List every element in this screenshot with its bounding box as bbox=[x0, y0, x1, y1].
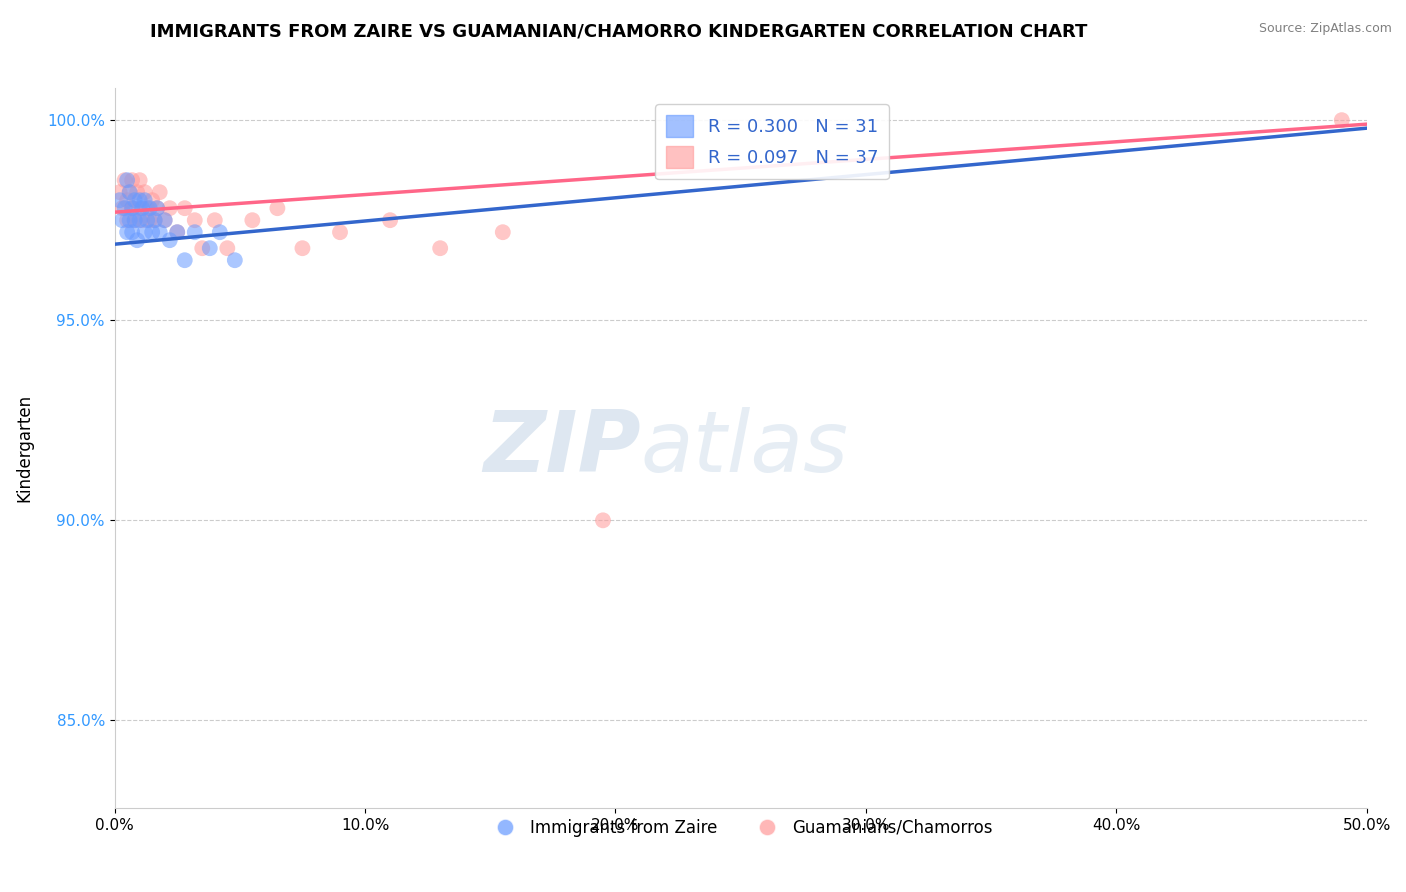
Point bbox=[166, 225, 188, 239]
Point bbox=[153, 213, 176, 227]
Point bbox=[127, 185, 149, 199]
Point bbox=[136, 201, 159, 215]
Point bbox=[146, 201, 169, 215]
Text: ZIP: ZIP bbox=[482, 407, 641, 490]
Point bbox=[184, 225, 207, 239]
Point bbox=[131, 213, 153, 227]
Point bbox=[143, 213, 166, 227]
Point bbox=[131, 201, 153, 215]
Point bbox=[114, 173, 136, 187]
Point bbox=[121, 201, 143, 215]
Point bbox=[115, 213, 138, 227]
Point bbox=[136, 213, 159, 227]
Point bbox=[134, 185, 156, 199]
Point bbox=[128, 213, 150, 227]
Point bbox=[329, 225, 352, 239]
Point bbox=[128, 201, 150, 215]
Point bbox=[108, 185, 131, 199]
Point bbox=[115, 173, 138, 187]
Point bbox=[138, 213, 160, 227]
Point bbox=[208, 225, 231, 239]
Point bbox=[127, 233, 149, 247]
Point bbox=[124, 193, 146, 207]
Point bbox=[121, 173, 143, 187]
Point bbox=[291, 241, 314, 255]
Point bbox=[217, 241, 239, 255]
Legend: Immigrants from Zaire, Guamanians/Chamorros: Immigrants from Zaire, Guamanians/Chamor… bbox=[482, 812, 1000, 843]
Point bbox=[111, 201, 134, 215]
Point bbox=[224, 253, 246, 268]
Text: atlas: atlas bbox=[641, 407, 849, 490]
Point bbox=[134, 193, 156, 207]
Point bbox=[118, 185, 141, 199]
Point bbox=[492, 225, 515, 239]
Point bbox=[173, 253, 195, 268]
Point bbox=[143, 213, 166, 227]
Point bbox=[111, 213, 134, 227]
Point bbox=[124, 213, 146, 227]
Point bbox=[118, 213, 141, 227]
Point bbox=[240, 213, 263, 227]
Point bbox=[159, 201, 181, 215]
Point bbox=[128, 173, 150, 187]
Point bbox=[184, 213, 207, 227]
Point bbox=[173, 201, 195, 215]
Text: IMMIGRANTS FROM ZAIRE VS GUAMANIAN/CHAMORRO KINDERGARTEN CORRELATION CHART: IMMIGRANTS FROM ZAIRE VS GUAMANIAN/CHAMO… bbox=[150, 22, 1087, 40]
Point bbox=[128, 193, 150, 207]
Point bbox=[115, 225, 138, 239]
Point bbox=[149, 185, 172, 199]
Point bbox=[204, 213, 226, 227]
Point bbox=[191, 241, 214, 255]
Point bbox=[121, 225, 143, 239]
Point bbox=[149, 225, 172, 239]
Point bbox=[198, 241, 221, 255]
Point bbox=[146, 201, 169, 215]
Point bbox=[153, 213, 176, 227]
Point bbox=[378, 213, 401, 227]
Point bbox=[114, 201, 136, 215]
Point bbox=[118, 185, 141, 199]
Point bbox=[1330, 113, 1353, 128]
Y-axis label: Kindergarten: Kindergarten bbox=[15, 394, 32, 502]
Text: Source: ZipAtlas.com: Source: ZipAtlas.com bbox=[1258, 22, 1392, 36]
Point bbox=[166, 225, 188, 239]
Point bbox=[141, 193, 163, 207]
Point bbox=[115, 193, 138, 207]
Point bbox=[138, 201, 160, 215]
Point bbox=[592, 513, 614, 527]
Point bbox=[159, 233, 181, 247]
Point bbox=[124, 213, 146, 227]
Point bbox=[121, 201, 143, 215]
Point bbox=[108, 193, 131, 207]
Point bbox=[141, 225, 163, 239]
Point bbox=[134, 225, 156, 239]
Point bbox=[266, 201, 288, 215]
Point bbox=[429, 241, 451, 255]
